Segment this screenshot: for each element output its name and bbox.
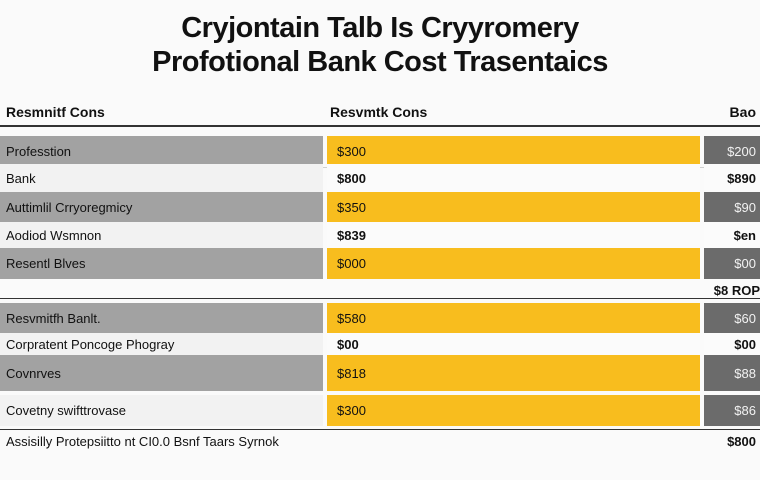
row-label: Auttimlil Crryoregmicy [0,192,323,222]
table-row: Aodiod Wsmnon $839 $en [0,222,760,248]
row-value: $350 [327,192,700,222]
table-row: Corpratent Poncoge Phogray $00 $00 [0,333,760,355]
row-label: Bank [0,164,323,192]
table-row: Auttimlil Crryoregmicy $350 $90 [0,192,760,222]
column-header-1: Resmnitf Cons [6,104,105,120]
header-rule [0,125,760,127]
column-header-2: Resvmtk Cons [330,104,428,120]
row-value: $300 [327,395,700,426]
row-value: $000 [327,248,700,279]
table-row: Resvmitfh Banlt. $580 $60 [0,303,760,333]
corner-label: $8 ROP [713,283,760,298]
row-value: $300 [327,136,700,166]
row-label: Resentl Blves [0,248,323,279]
table-row: Resentl Blves $000 $00 [0,248,760,279]
page-title-line-2: Profotional Bank Cost Trasentaics [152,46,608,78]
row-label: Aodiod Wsmnon [0,222,323,248]
column-header-3: Bao [729,104,756,120]
footer-rule [0,429,760,430]
table-row: Bank $800 $890 [0,164,760,192]
page-title-line-1: Cryjontain Talb Is Cryyromery [181,12,579,44]
row-label: Professtion [0,136,323,166]
row-amount: $en [704,222,760,248]
row-label: Corpratent Poncoge Phogray [0,333,323,355]
table-row: Professtion $300 $200 [0,136,760,166]
row-label: Covnrves [0,355,323,391]
row-value: $839 [327,222,700,248]
table-row: Covetny swifttrovase $300 $86 [0,395,760,426]
row-amount: $890 [704,164,760,192]
row-value: $580 [327,303,700,333]
row-value: $818 [327,355,700,391]
row-amount: $90 [704,192,760,222]
row-amount: $60 [704,303,760,333]
section-rule [0,298,760,299]
row-value: $00 [327,333,700,355]
table-row: Covnrves $818 $88 [0,355,760,391]
row-amount: $86 [704,395,760,426]
row-value: $800 [327,164,700,192]
row-amount: $200 [704,136,760,166]
footer-note: Assisilly Protepsiitto nt CI0.0 Bsnf Taa… [6,434,279,449]
row-amount: $00 [704,333,760,355]
row-label: Covetny swifttrovase [0,395,323,426]
row-label: Resvmitfh Banlt. [0,303,323,333]
footer-total: $800 [727,434,756,449]
row-amount: $88 [704,355,760,391]
row-amount: $00 [704,248,760,279]
